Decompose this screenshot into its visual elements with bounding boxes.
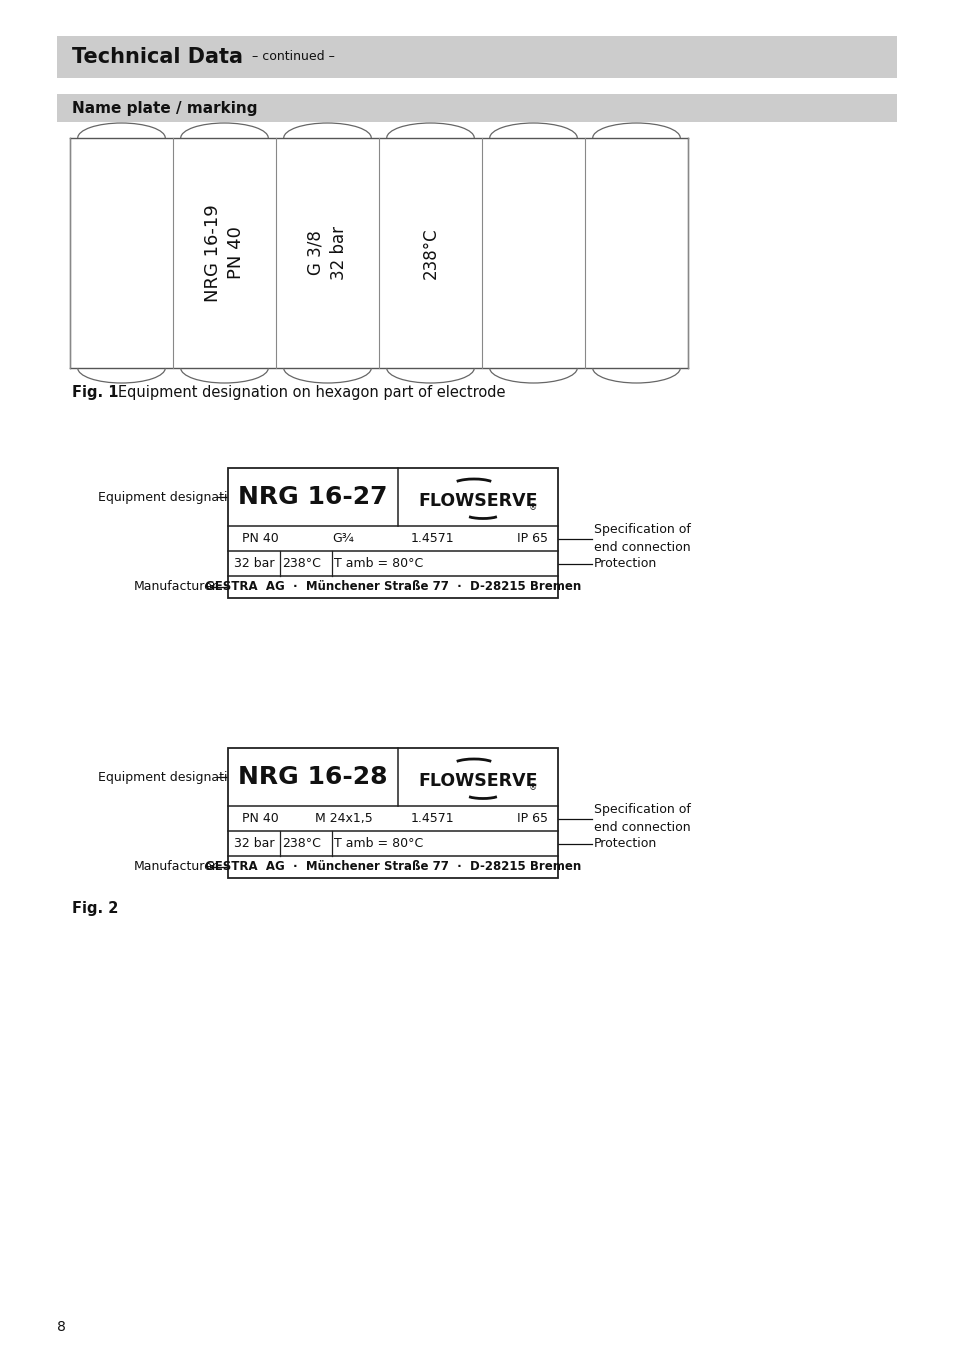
Bar [70,138,172,368]
Bar [172,138,275,368]
Text: Equipment designation: Equipment designation [98,490,243,504]
Text: Fig. 2: Fig. 2 [71,900,118,915]
Text: PN 40: PN 40 [242,812,278,825]
Text: Fig. 1: Fig. 1 [71,386,118,401]
Text: IP 65: IP 65 [517,812,547,825]
Text: Equipment designation: Equipment designation [98,770,243,784]
Text: 32 bar: 32 bar [233,837,274,850]
Text: 238°C: 238°C [282,837,320,850]
Bar [378,138,481,368]
Text: end connection: end connection [594,542,690,554]
Bar [57,37,896,79]
Text: 8: 8 [57,1320,66,1334]
Text: Name plate / marking: Name plate / marking [71,100,257,115]
Text: Protection: Protection [594,556,657,570]
Text: G 3/8
32 bar: G 3/8 32 bar [306,226,348,280]
Bar [275,138,378,368]
Text: 32 bar: 32 bar [233,556,274,570]
Text: GESTRA  AG  ·  Münchener Straße 77  ·  D-28215 Bremen: GESTRA AG · Münchener Straße 77 · D-2821… [205,861,580,873]
Text: 238°C: 238°C [421,227,439,279]
Text: 1.4571: 1.4571 [411,532,454,546]
Text: 238°C: 238°C [282,556,320,570]
Text: Manufacturer: Manufacturer [133,861,218,873]
Text: Manufacturer: Manufacturer [133,581,218,593]
Text: Protection: Protection [594,837,657,850]
Text: end connection: end connection [594,821,690,834]
Text: M 24x1,5: M 24x1,5 [314,812,372,825]
Bar [228,747,558,877]
Text: IP 65: IP 65 [517,532,547,546]
Bar [57,93,896,122]
Text: Technical Data: Technical Data [71,47,243,66]
Text: G¾: G¾ [333,532,355,546]
Text: 1.4571: 1.4571 [411,812,454,825]
Text: T amb = 80°C: T amb = 80°C [334,556,423,570]
Text: ®: ® [528,784,537,792]
Bar [481,138,584,368]
Text: NRG 16-19
PN 40: NRG 16-19 PN 40 [204,204,245,302]
Text: – continued –: – continued – [244,50,335,64]
Text: FLOWSERVE: FLOWSERVE [417,772,537,789]
Bar [228,468,558,598]
Text: NRG 16-27: NRG 16-27 [238,485,387,509]
Text: Specification of: Specification of [594,803,690,816]
Text: ®: ® [528,504,537,513]
Text: Equipment designation on hexagon part of electrode: Equipment designation on hexagon part of… [118,386,505,401]
Text: Specification of: Specification of [594,523,690,536]
Text: T amb = 80°C: T amb = 80°C [334,837,423,850]
Text: FLOWSERVE: FLOWSERVE [417,492,537,510]
Text: GESTRA  AG  ·  Münchener Straße 77  ·  D-28215 Bremen: GESTRA AG · Münchener Straße 77 · D-2821… [205,581,580,593]
Text: PN 40: PN 40 [242,532,278,546]
Text: NRG 16-28: NRG 16-28 [238,765,387,789]
Bar [584,138,687,368]
